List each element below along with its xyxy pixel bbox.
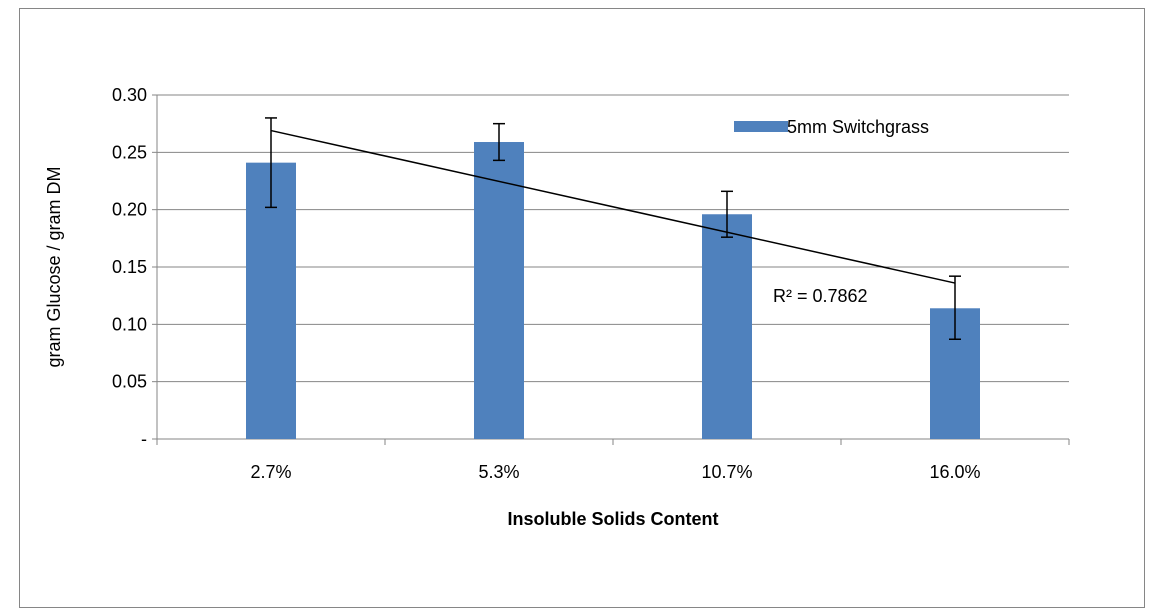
x-tick-label: 10.7% xyxy=(701,462,752,482)
y-tick-label: - xyxy=(141,429,147,449)
legend-label: 5mm Switchgrass xyxy=(787,117,929,137)
bar xyxy=(474,142,524,439)
gridlines xyxy=(157,94,1069,383)
y-tick-label: 0.30 xyxy=(112,85,147,105)
x-tick-label: 5.3% xyxy=(478,462,519,482)
y-tick-label: 0.20 xyxy=(112,200,147,220)
y-tick-label: 0.25 xyxy=(112,142,147,162)
bars xyxy=(246,142,980,440)
y-axis-title: gram Glucose / gram DM xyxy=(44,166,64,367)
axes xyxy=(152,94,1070,445)
y-tick-label: 0.05 xyxy=(112,372,147,392)
error-bars xyxy=(265,117,961,340)
r-squared-label: R² = 0.7862 xyxy=(773,286,868,306)
legend: 5mm Switchgrass xyxy=(734,117,929,137)
x-axis-title: Insoluble Solids Content xyxy=(508,509,719,529)
bar-chart: R² = 0.7862 - 0.05 0.10 0.15 0.20 0.25 0.30 2.7… xyxy=(44,85,1070,529)
legend-swatch xyxy=(734,121,788,132)
trendline-group: R² = 0.7862 xyxy=(270,129,956,306)
y-tick-label: 0.15 xyxy=(112,257,147,277)
trendline xyxy=(270,129,956,284)
chart-frame: R² = 0.7862 - 0.05 0.10 0.15 0.20 0.25 0.30 2.7… xyxy=(19,8,1145,608)
x-tick-label: 16.0% xyxy=(929,462,980,482)
bar xyxy=(702,214,752,439)
y-tick-label: 0.10 xyxy=(112,314,147,334)
x-tick-label: 2.7% xyxy=(250,462,291,482)
labels: - 0.05 0.10 0.15 0.20 0.25 0.30 2.7% 5.3% 10.7% 16… xyxy=(44,85,981,529)
bar xyxy=(246,162,296,440)
